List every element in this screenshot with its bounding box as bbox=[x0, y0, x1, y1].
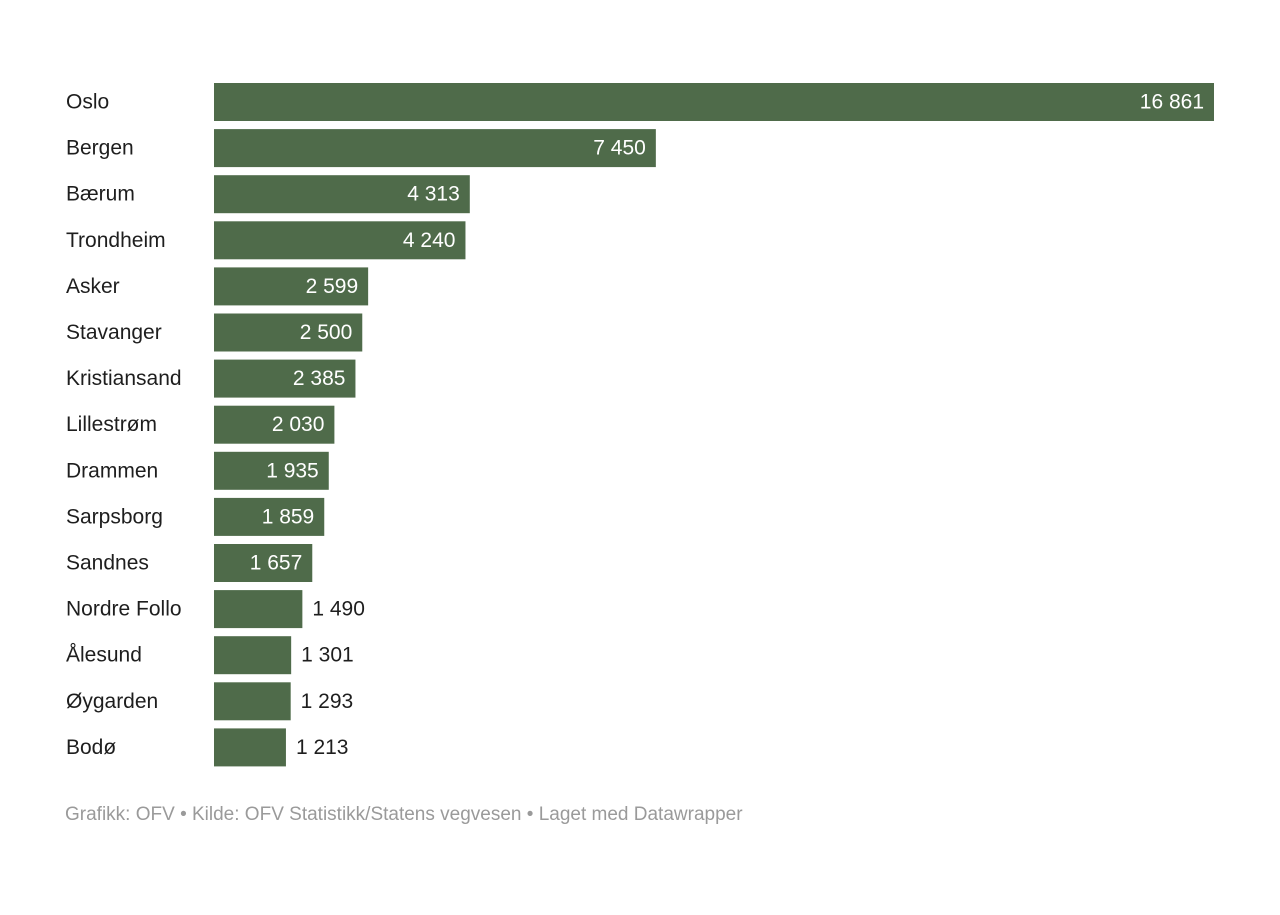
bar bbox=[214, 83, 1214, 121]
category-label: Lillestrøm bbox=[66, 413, 157, 436]
category-label: Bodø bbox=[66, 736, 116, 759]
value-label: 1 657 bbox=[250, 552, 303, 575]
value-label: 1 213 bbox=[296, 736, 349, 759]
bar bbox=[214, 451, 329, 490]
value-label: 7 450 bbox=[593, 137, 646, 160]
value-label: 1 935 bbox=[266, 459, 319, 482]
value-label: 4 240 bbox=[403, 229, 456, 252]
category-label: Kristiansand bbox=[66, 367, 182, 390]
bar bbox=[214, 221, 466, 260]
bar bbox=[214, 267, 369, 306]
category-label: Bærum bbox=[66, 183, 135, 206]
value-label: 4 313 bbox=[407, 183, 460, 206]
value-label: 1 859 bbox=[262, 505, 315, 528]
category-label: Oslo bbox=[66, 91, 109, 114]
value-label: 1 301 bbox=[301, 644, 354, 667]
bar bbox=[214, 544, 313, 582]
value-label: 2 030 bbox=[272, 413, 325, 436]
category-label: Øygarden bbox=[66, 690, 158, 713]
bar bbox=[214, 636, 292, 675]
bar bbox=[214, 728, 286, 767]
bar bbox=[214, 682, 291, 721]
category-label: Bergen bbox=[66, 137, 134, 160]
chart-source-credit: Grafikk: OFV • Kilde: OFV Statistikk/Sta… bbox=[65, 804, 743, 825]
category-label: Sandnes bbox=[66, 552, 149, 575]
bar bbox=[214, 359, 356, 398]
bar bbox=[214, 405, 335, 444]
bar bbox=[214, 313, 363, 352]
category-label: Sarpsborg bbox=[66, 505, 163, 528]
value-label: 2 385 bbox=[293, 367, 346, 390]
category-label: Drammen bbox=[66, 459, 158, 482]
bar bbox=[214, 175, 470, 214]
category-label: Nordre Follo bbox=[66, 598, 182, 621]
bar bbox=[214, 497, 325, 536]
bar bbox=[214, 590, 303, 629]
value-label: 16 861 bbox=[1140, 91, 1204, 114]
bar bbox=[214, 129, 656, 168]
value-label: 2 599 bbox=[306, 275, 359, 298]
category-label: Trondheim bbox=[66, 229, 166, 252]
value-label: 1 293 bbox=[301, 690, 354, 713]
value-label: 1 490 bbox=[312, 598, 365, 621]
bar-chart: Oslo 16 861 Bergen 7 450 Bærum 4 313 Trondheim… bbox=[66, 83, 1214, 767]
category-label: Asker bbox=[66, 275, 120, 298]
category-label: Ålesund bbox=[66, 644, 142, 667]
value-label: 2 500 bbox=[300, 321, 353, 344]
category-label: Stavanger bbox=[66, 321, 162, 344]
